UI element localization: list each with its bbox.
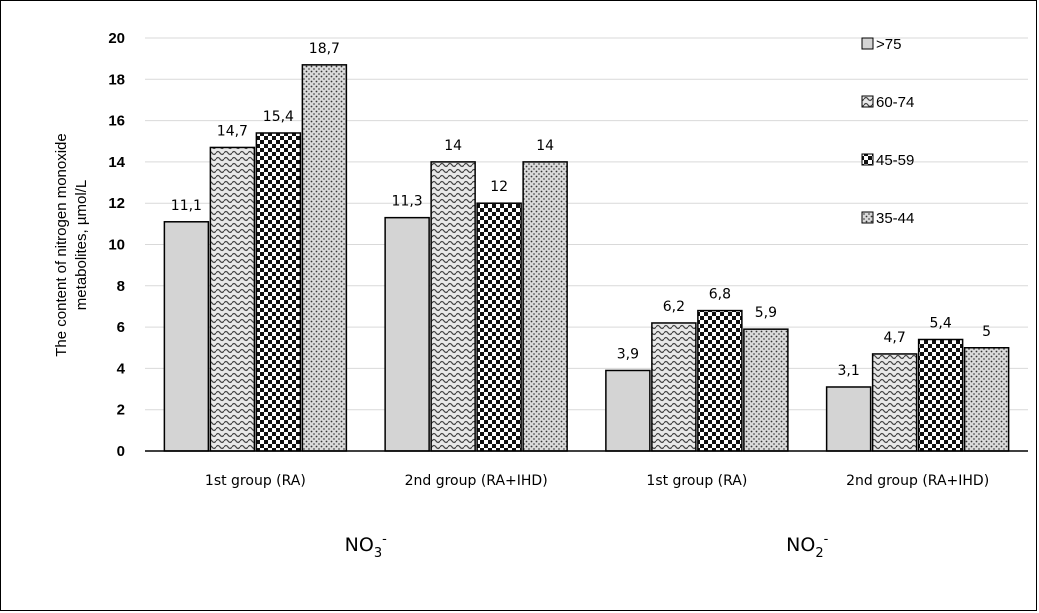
bar [871, 353, 918, 452]
data-label: 15,4 [263, 109, 294, 125]
y-tick-label: 2 [117, 402, 125, 419]
legend-entry: >75 [876, 36, 901, 53]
super-group-label: NO2- [786, 532, 828, 561]
bar [255, 132, 302, 452]
super-group-label: NO3- [345, 532, 387, 561]
bar [476, 202, 522, 452]
y-axis-label-line2: metabolites, µmol/L [73, 180, 90, 310]
data-label: 5 [982, 324, 991, 340]
category-label: 1st group (RA) [646, 473, 747, 489]
y-tick-label: 16 [108, 113, 125, 130]
y-tick-label: 0 [117, 443, 125, 460]
data-label: 3,1 [837, 363, 859, 379]
y-tick-label: 20 [108, 30, 125, 47]
data-label: 3,9 [617, 346, 639, 362]
super-group-labels: NO3- NO2- [345, 532, 829, 561]
bar [522, 161, 568, 452]
bar [825, 386, 872, 452]
data-label: 4,7 [883, 330, 905, 346]
legend: >75 60-74 45-59 35-44 [861, 36, 914, 227]
legend-swatch [861, 37, 874, 50]
legend-swatch [861, 211, 874, 224]
bar [651, 322, 697, 452]
data-label: 14 [536, 138, 554, 154]
data-label: 14 [444, 138, 462, 154]
y-axis-ticks: 0 2 4 6 8 10 12 14 16 18 20 [108, 30, 125, 460]
y-axis-label-line1: The content of nitrogen monoxide [53, 133, 70, 356]
category-label: 2nd group (RA+IHD) [846, 473, 989, 489]
category-label: 2nd group (RA+IHD) [405, 473, 548, 489]
legend-entry: 45-59 [876, 152, 914, 169]
legend-swatch [861, 153, 874, 166]
bars [163, 64, 1010, 452]
data-labels: 11,1 14,7 15,4 18,7 11,3 14 12 14 3,9 6,2 6,8 5,9 3,… [171, 41, 991, 379]
bar [430, 161, 476, 452]
data-label: 18,7 [309, 41, 340, 57]
bar [209, 146, 256, 452]
bar [963, 347, 1010, 452]
bar [163, 221, 210, 452]
y-tick-label: 6 [117, 319, 125, 336]
category-labels: 1st group (RA) 2nd group (RA+IHD) 1st grou… [205, 473, 989, 489]
bar [384, 216, 430, 452]
data-label: 6,8 [709, 287, 731, 303]
data-label: 5,9 [755, 305, 777, 321]
data-label: 11,3 [392, 194, 423, 210]
data-label: 11,1 [171, 198, 202, 214]
bar [697, 309, 743, 452]
data-label: 5,4 [929, 315, 951, 331]
legend-entry: 35-44 [876, 210, 914, 227]
y-tick-label: 18 [108, 71, 125, 88]
y-tick-label: 4 [117, 360, 126, 377]
data-label: 6,2 [663, 299, 685, 315]
bar [605, 369, 651, 452]
data-label: 14,7 [217, 123, 248, 139]
y-tick-label: 8 [117, 278, 125, 295]
category-label: 1st group (RA) [205, 473, 306, 489]
bar [301, 64, 348, 452]
bar [743, 328, 789, 452]
legend-entry: 60-74 [876, 94, 914, 111]
y-tick-label: 12 [108, 195, 125, 212]
data-label: 12 [490, 179, 508, 195]
legend-swatch [861, 95, 874, 108]
bar [917, 338, 964, 452]
y-tick-label: 14 [108, 154, 125, 171]
y-tick-label: 10 [108, 237, 125, 254]
